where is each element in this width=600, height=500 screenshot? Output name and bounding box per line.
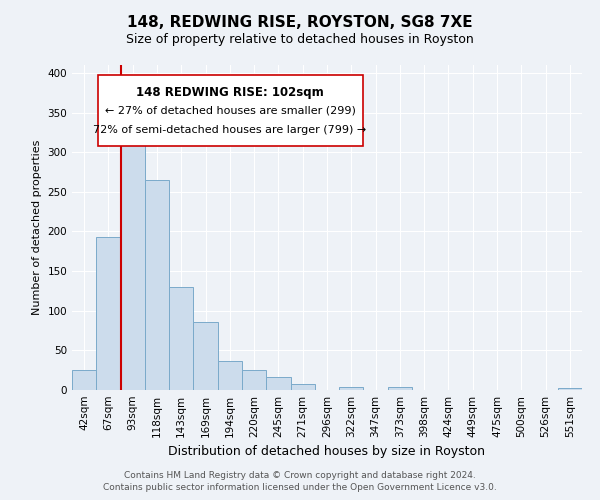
Bar [72,370,96,390]
Bar [96,237,121,390]
Text: 148, REDWING RISE, ROYSTON, SG8 7XE: 148, REDWING RISE, ROYSTON, SG8 7XE [127,15,473,30]
X-axis label: Distribution of detached houses by size in Royston: Distribution of detached houses by size … [169,446,485,458]
Text: 72% of semi-detached houses are larger (799) →: 72% of semi-detached houses are larger (… [94,125,367,135]
Bar [266,376,290,390]
Bar [290,384,315,390]
Y-axis label: Number of detached properties: Number of detached properties [32,140,42,315]
Bar [388,387,412,390]
Bar [339,387,364,390]
Bar [169,287,193,390]
FancyBboxPatch shape [97,74,363,146]
Bar [218,360,242,390]
Bar [193,322,218,390]
Bar [558,388,582,390]
Text: Contains HM Land Registry data © Crown copyright and database right 2024.: Contains HM Land Registry data © Crown c… [124,471,476,480]
Text: Contains public sector information licensed under the Open Government Licence v3: Contains public sector information licen… [103,484,497,492]
Text: 148 REDWING RISE: 102sqm: 148 REDWING RISE: 102sqm [136,86,324,99]
Bar [145,180,169,390]
Bar [242,370,266,390]
Bar [121,129,145,390]
Text: Size of property relative to detached houses in Royston: Size of property relative to detached ho… [126,32,474,46]
Text: ← 27% of detached houses are smaller (299): ← 27% of detached houses are smaller (29… [104,106,356,116]
